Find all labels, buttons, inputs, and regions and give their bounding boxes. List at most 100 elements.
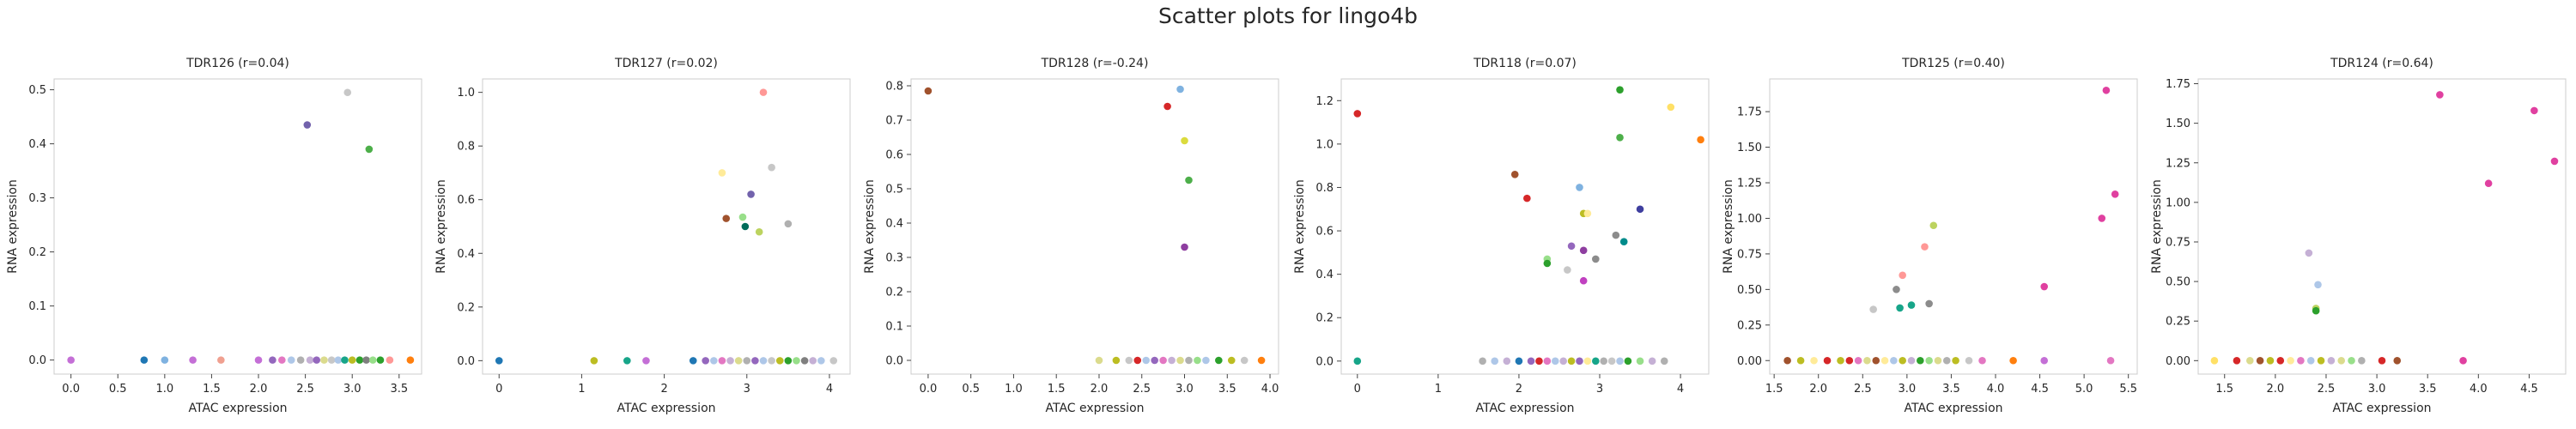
- scatter-point: [1863, 356, 1871, 365]
- scatter-point: [623, 357, 631, 365]
- scatter-point: [1579, 276, 1588, 285]
- scatter-point: [1854, 356, 1862, 365]
- scatter-point: [2256, 357, 2264, 365]
- scatter-point: [348, 356, 356, 364]
- scatter-point: [287, 356, 295, 364]
- scatter-point: [2106, 356, 2115, 365]
- scatter-point: [1783, 356, 1791, 365]
- scatter-point: [1619, 238, 1628, 246]
- y-tick-label: 0.75: [1737, 248, 1762, 261]
- scatter-point: [1551, 357, 1559, 366]
- y-tick-label: 0.0: [885, 355, 903, 368]
- scatter-point: [2305, 249, 2313, 257]
- scatter-point: [809, 357, 817, 365]
- plot-frame: [53, 78, 422, 375]
- y-tick-label: 0.4: [1315, 269, 1334, 281]
- y-tick-label: 0.2: [885, 287, 903, 299]
- scatter-point: [2378, 357, 2386, 365]
- y-tick-label: 1.0: [1315, 138, 1334, 151]
- y-tick-label: 0.0: [1315, 355, 1334, 368]
- y-tick-label: 0.8: [885, 81, 903, 94]
- scatter-point: [1112, 356, 1121, 365]
- y-axis-label: RNA expression: [1722, 179, 1735, 274]
- scatter-point: [817, 357, 825, 365]
- scatter-point: [1125, 356, 1133, 365]
- scatter-point: [1133, 356, 1142, 365]
- y-tick-label: 0.8: [1315, 182, 1334, 195]
- scatter-point: [189, 356, 197, 364]
- x-tick-label: 2.0: [2267, 383, 2285, 396]
- y-axis-label: RNA expression: [863, 179, 877, 274]
- scatter-point: [2210, 357, 2219, 365]
- x-tick-label: 4.0: [1987, 383, 2005, 396]
- scatter-point: [2276, 357, 2285, 365]
- scatter-point: [1227, 356, 1236, 365]
- y-tick-label: 0.0: [457, 355, 475, 368]
- scatter-point: [161, 356, 169, 364]
- scatter-point: [2040, 356, 2049, 365]
- y-tick-label: 0.50: [1737, 284, 1762, 297]
- scatter-point: [1583, 357, 1592, 366]
- y-tick-label: 0.00: [2166, 355, 2190, 368]
- scatter-point: [365, 145, 374, 154]
- scatter-point: [278, 356, 286, 364]
- scatter-point: [2530, 106, 2538, 115]
- x-tick-label: 3.5: [390, 383, 408, 396]
- scatter-point: [1142, 356, 1151, 365]
- scatter-point: [1181, 136, 1188, 145]
- scatter-point: [2337, 357, 2346, 365]
- y-axis-label: RNA expression: [6, 179, 20, 274]
- x-tick-label: 3: [744, 383, 750, 396]
- scatter-point: [2358, 357, 2366, 365]
- scatter-point: [1567, 242, 1576, 251]
- y-tick-label: 0.5: [28, 84, 46, 97]
- scatter-point: [2266, 357, 2275, 365]
- scatter-point: [2111, 190, 2119, 198]
- scatter-point: [2314, 281, 2322, 289]
- scatter-point: [1159, 356, 1167, 365]
- scatter-point: [2040, 282, 2049, 291]
- y-tick-label: 0.1: [28, 300, 46, 313]
- plot-frame: [1340, 78, 1710, 375]
- scatter-point: [1567, 357, 1576, 366]
- plot-frame: [2197, 78, 2567, 375]
- scatter-point: [1893, 286, 1900, 293]
- panel-title: TDR127 (r=0.02): [614, 57, 718, 70]
- scatter-point: [254, 356, 263, 364]
- y-tick-label: 0.5: [885, 184, 903, 196]
- x-tick-label: 2.0: [250, 383, 268, 396]
- y-tick-label: 0.4: [28, 138, 46, 151]
- scatter-point: [734, 357, 743, 365]
- scatter-point: [1942, 356, 1951, 365]
- scatter-point: [1163, 102, 1171, 111]
- x-tick-label: 2: [1516, 383, 1522, 396]
- y-axis-label: RNA expression: [434, 179, 448, 274]
- x-tick-label: 3: [1596, 383, 1603, 396]
- y-axis-label: RNA expression: [1293, 179, 1307, 274]
- y-tick-label: 0.4: [457, 248, 475, 261]
- scatter-point: [2245, 357, 2254, 365]
- scatter-point: [1965, 356, 1973, 365]
- scatter-point: [1523, 194, 1531, 202]
- x-tick-label: 3.0: [343, 383, 361, 396]
- scatter-point: [689, 357, 697, 365]
- plot-frame: [910, 78, 1279, 375]
- y-tick-label: 1.75: [2166, 78, 2190, 91]
- scatter-point: [1796, 356, 1805, 365]
- scatter-point: [1479, 357, 1486, 366]
- scatter-point: [1181, 243, 1188, 251]
- scatter-point: [1917, 356, 1924, 365]
- scatter-point: [1616, 86, 1624, 94]
- y-tick-label: 0.7: [885, 115, 903, 128]
- scatter-point: [2317, 357, 2325, 365]
- y-tick-label: 0.4: [885, 218, 903, 231]
- x-tick-label: 3.5: [1942, 383, 1960, 396]
- x-tick-label: 4: [826, 383, 833, 396]
- scatter-point: [343, 88, 352, 97]
- x-tick-label: 0.0: [920, 383, 938, 396]
- scatter-point: [1592, 357, 1600, 366]
- panel-title: TDR125 (r=0.40): [1901, 57, 2005, 70]
- scatter-point: [1907, 301, 1916, 309]
- scatter-point: [1503, 357, 1511, 366]
- scatter-point: [327, 356, 336, 364]
